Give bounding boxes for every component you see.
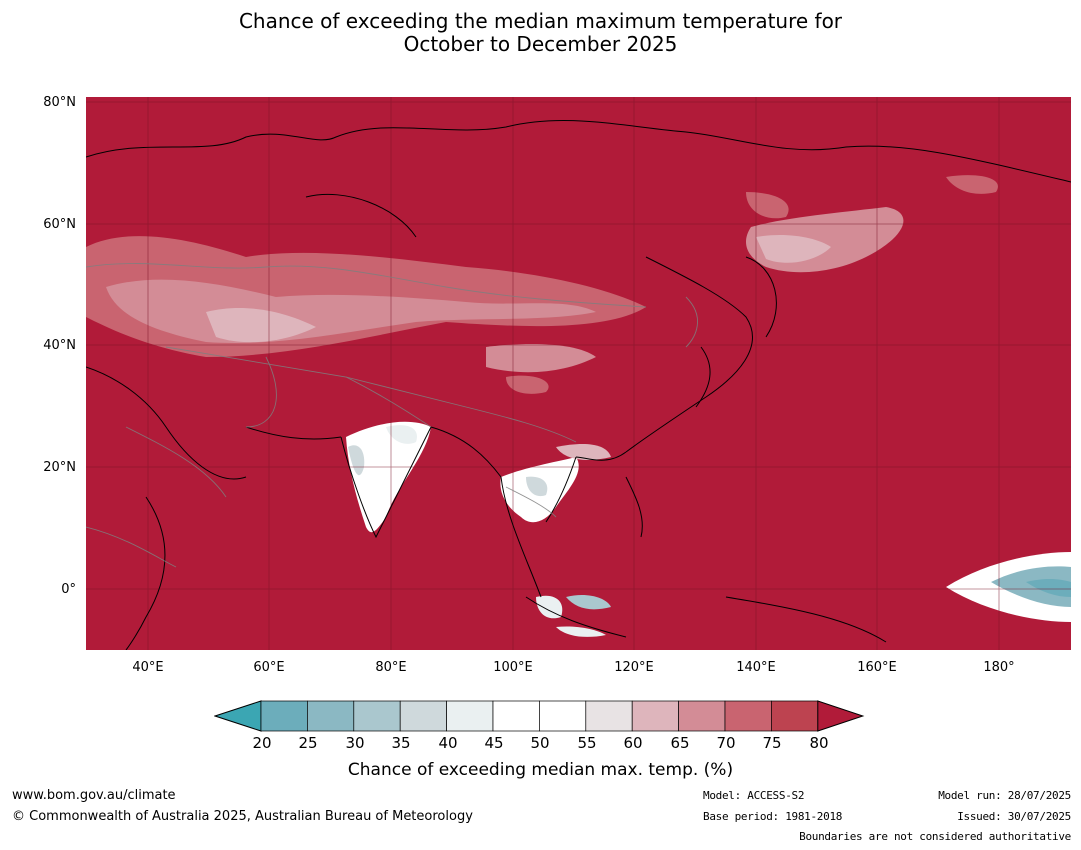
colorbar-segment	[446, 700, 494, 732]
colorbar-segment	[771, 700, 819, 732]
colorbar-tick-60: 60	[623, 734, 643, 752]
colorbar-segment	[307, 700, 355, 732]
lon-label-80e: 80°E	[375, 660, 407, 675]
colorbar-extend-high	[817, 700, 865, 732]
colorbar-segment	[678, 700, 726, 732]
lat-label-20n: 20°N	[43, 460, 76, 475]
lat-label-60n: 60°N	[43, 217, 76, 232]
map-title-line2: October to December 2025	[403, 32, 678, 56]
colorbar-segment	[631, 700, 679, 732]
colorbar-extend-low	[214, 700, 262, 732]
graticule	[86, 97, 1071, 650]
model-run-date: Model run: 28/07/2025	[938, 789, 1071, 802]
colorbar-tick-25: 25	[298, 734, 318, 752]
lon-label-100e: 100°E	[493, 660, 533, 675]
issued-date: Issued: 30/07/2025	[957, 810, 1071, 823]
colorbar-tick-40: 40	[438, 734, 458, 752]
coastlines	[86, 120, 1071, 650]
lon-label-160e: 160°E	[857, 660, 897, 675]
colorbar-segment	[399, 700, 447, 732]
colorbar-tick-55: 55	[577, 734, 597, 752]
probability-shading	[86, 175, 1071, 637]
country-borders	[86, 263, 698, 568]
probability-map	[86, 97, 1071, 650]
lon-label-180: 180°	[983, 660, 1015, 675]
colorbar-tick-70: 70	[716, 734, 736, 752]
lon-label-40e: 40°E	[132, 660, 164, 675]
colorbar-segment	[260, 700, 308, 732]
colorbar-tick-20: 20	[252, 734, 272, 752]
lon-label-120e: 120°E	[614, 660, 654, 675]
lat-label-40n: 40°N	[43, 338, 76, 353]
boundary-disclaimer: Boundaries are not considered authoritat…	[799, 830, 1071, 843]
colorbar-tick-30: 30	[345, 734, 365, 752]
map-title-line1: Chance of exceeding the median maximum t…	[238, 9, 843, 33]
lat-label-80n: 80°N	[43, 95, 76, 110]
colorbar-segment	[539, 700, 587, 732]
lat-label-0: 0°	[61, 582, 76, 597]
lon-label-140e: 140°E	[736, 660, 776, 675]
colorbar-segment	[353, 700, 401, 732]
colorbar-title: Chance of exceeding median max. temp. (%…	[347, 760, 734, 780]
model-name: Model: ACCESS-S2	[703, 789, 805, 802]
colorbar-tick-80: 80	[809, 734, 829, 752]
colorbar-tick-35: 35	[391, 734, 411, 752]
colorbar	[214, 700, 865, 732]
base-period: Base period: 1981-2018	[703, 810, 843, 823]
colorbar-segment	[492, 700, 540, 732]
colorbar-tick-75: 75	[762, 734, 782, 752]
colorbar-tick-45: 45	[484, 734, 504, 752]
colorbar-segment	[585, 700, 633, 732]
colorbar-tick-50: 50	[530, 734, 550, 752]
website-link[interactable]: www.bom.gov.au/climate	[12, 788, 176, 803]
lon-label-60e: 60°E	[253, 660, 285, 675]
copyright-notice: © Commonwealth of Australia 2025, Austra…	[12, 809, 473, 824]
colorbar-tick-65: 65	[670, 734, 690, 752]
colorbar-segment	[724, 700, 772, 732]
map-title: Chance of exceeding the median maximum t…	[0, 10, 1081, 56]
